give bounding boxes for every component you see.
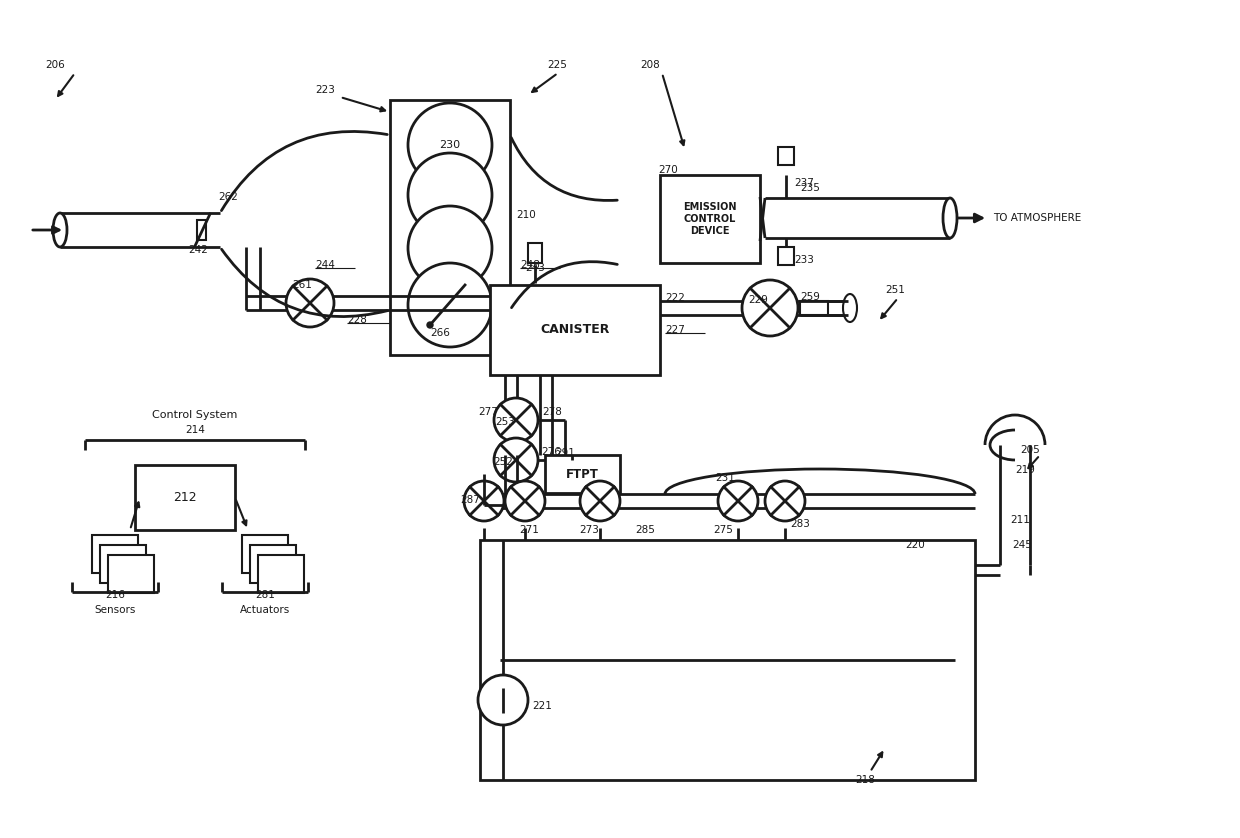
- Circle shape: [408, 206, 492, 290]
- Text: 259: 259: [800, 292, 820, 302]
- Bar: [135, 465, 236, 530]
- Ellipse shape: [53, 213, 67, 247]
- Text: CONTROL: CONTROL: [683, 214, 737, 224]
- Text: 223: 223: [315, 85, 335, 95]
- Ellipse shape: [942, 198, 957, 238]
- Text: 219: 219: [1016, 465, 1035, 475]
- Text: 237: 237: [794, 178, 813, 188]
- Bar: [391, 100, 510, 355]
- Text: 271: 271: [520, 525, 539, 535]
- Text: 252: 252: [494, 457, 513, 467]
- Text: TO ATMOSPHERE: TO ATMOSPHERE: [993, 213, 1081, 223]
- Text: 287: 287: [460, 495, 480, 505]
- Text: 210: 210: [516, 210, 536, 220]
- Bar: [92, 535, 138, 573]
- Text: 245: 245: [1012, 540, 1032, 550]
- Text: 231: 231: [715, 473, 735, 483]
- Text: 228: 228: [347, 315, 367, 325]
- Text: 230: 230: [439, 140, 460, 150]
- Circle shape: [477, 675, 528, 725]
- Circle shape: [286, 279, 334, 327]
- Text: 277: 277: [477, 407, 498, 417]
- Text: 212: 212: [174, 491, 197, 504]
- Text: 285: 285: [635, 525, 655, 535]
- Circle shape: [408, 103, 492, 187]
- Text: 291: 291: [556, 448, 575, 458]
- Circle shape: [580, 481, 620, 521]
- Text: 220: 220: [905, 540, 925, 550]
- Text: 211: 211: [1011, 515, 1030, 525]
- Text: 205: 205: [1021, 445, 1040, 455]
- Text: DEVICE: DEVICE: [691, 226, 730, 236]
- Text: 278: 278: [542, 407, 562, 417]
- Bar: [660, 175, 760, 263]
- Text: 253: 253: [495, 417, 515, 427]
- Text: 266: 266: [430, 328, 450, 338]
- Text: 262: 262: [218, 192, 238, 202]
- Bar: [800, 301, 828, 315]
- Text: 222: 222: [665, 293, 684, 303]
- Circle shape: [427, 322, 433, 328]
- Text: Actuators: Actuators: [239, 605, 290, 615]
- Text: Sensors: Sensors: [94, 605, 135, 615]
- Bar: [242, 535, 288, 573]
- Text: 233: 233: [794, 255, 813, 265]
- Circle shape: [494, 398, 538, 442]
- Text: 248: 248: [520, 260, 539, 270]
- Bar: [480, 540, 975, 780]
- Text: 275: 275: [713, 525, 733, 535]
- Text: 214: 214: [185, 425, 205, 435]
- Bar: [777, 247, 794, 265]
- Text: 261: 261: [291, 280, 312, 290]
- Text: 225: 225: [547, 60, 567, 70]
- Text: 208: 208: [640, 60, 660, 70]
- Circle shape: [505, 481, 546, 521]
- Circle shape: [494, 438, 538, 482]
- Bar: [197, 220, 206, 240]
- Text: 235: 235: [800, 183, 820, 193]
- Circle shape: [408, 153, 492, 237]
- Text: FTPT: FTPT: [567, 468, 599, 480]
- Text: 221: 221: [532, 701, 552, 711]
- Text: 227: 227: [665, 325, 684, 335]
- Bar: [108, 555, 154, 593]
- Circle shape: [718, 481, 758, 521]
- Text: 242: 242: [188, 245, 208, 255]
- Bar: [528, 243, 542, 263]
- Text: 206: 206: [45, 60, 64, 70]
- Circle shape: [742, 280, 799, 336]
- Text: 243: 243: [525, 263, 544, 273]
- Text: 216: 216: [105, 590, 125, 600]
- Text: 283: 283: [790, 519, 810, 529]
- Text: 251: 251: [885, 285, 905, 295]
- Bar: [490, 285, 660, 375]
- Text: 281: 281: [255, 590, 275, 600]
- Circle shape: [765, 481, 805, 521]
- Text: CANISTER: CANISTER: [541, 323, 610, 337]
- Text: Control System: Control System: [153, 410, 238, 420]
- Text: EMISSION: EMISSION: [683, 202, 737, 212]
- Bar: [777, 147, 794, 165]
- Text: 270: 270: [658, 165, 678, 175]
- Text: 229: 229: [748, 295, 768, 305]
- Bar: [546, 455, 620, 493]
- Bar: [258, 555, 304, 593]
- Text: 276: 276: [541, 447, 560, 457]
- Bar: [100, 545, 146, 583]
- Ellipse shape: [843, 294, 857, 322]
- Circle shape: [408, 263, 492, 347]
- Text: 273: 273: [579, 525, 599, 535]
- Text: 244: 244: [315, 260, 335, 270]
- Text: 218: 218: [856, 775, 875, 785]
- Circle shape: [464, 481, 503, 521]
- Bar: [250, 545, 296, 583]
